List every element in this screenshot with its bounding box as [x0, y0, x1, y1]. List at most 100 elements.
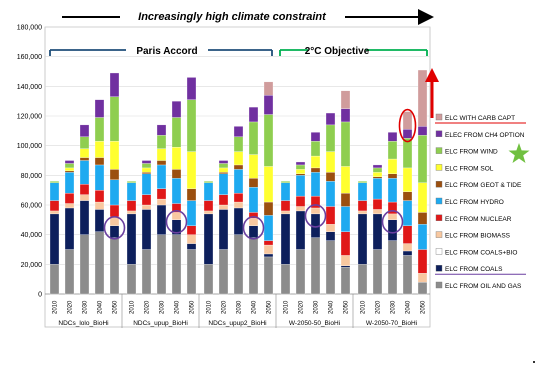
bar-segment: [280, 213, 291, 265]
bar-segment: [94, 190, 105, 203]
bar-segment: [402, 111, 413, 130]
bar-segment: [372, 213, 383, 250]
y-tick-label: 40,000: [21, 232, 43, 239]
bar-segment: [156, 164, 167, 189]
bar-segment: [402, 225, 413, 244]
bar-segment: [248, 237, 259, 295]
x-tick-label: 2030: [83, 300, 89, 314]
bar-segment: [263, 215, 274, 241]
x-tick-label: 2030: [391, 300, 397, 314]
bar-segment: [64, 170, 75, 173]
bar-segment: [186, 188, 197, 201]
legend-label: ELC FROM GEOT & TIDE: [445, 182, 522, 189]
x-tick-label: 2050: [113, 300, 119, 314]
bar-segment: [248, 218, 259, 226]
bar-segment: [295, 161, 306, 166]
paris-accord-label: Paris Accord: [136, 46, 197, 57]
x-tick-label: 2020: [68, 300, 74, 314]
bar-segment: [402, 243, 413, 252]
bar-segment: [79, 194, 90, 201]
bar-segment: [310, 207, 321, 215]
bar-segment: [295, 195, 306, 207]
bar-segment: [186, 234, 197, 244]
bar-segment: [233, 207, 244, 235]
bar-segment: [280, 264, 291, 295]
x-tick-label: 2010: [130, 300, 136, 314]
bar-segment: [126, 200, 137, 212]
bar-segment: [171, 117, 182, 148]
bar-segment: [340, 121, 351, 167]
bar-segment: [156, 188, 167, 200]
bar-segment: [340, 267, 351, 295]
bar-segment: [171, 146, 182, 170]
bar-segment: [218, 163, 229, 169]
legend-label: ELC FROM BIOMASS: [445, 233, 511, 240]
bar-segment: [402, 191, 413, 201]
bar-series: [49, 69, 428, 295]
bar-segment: [263, 244, 274, 255]
group-label: W-2050-70_BioHi: [366, 320, 417, 327]
x-axis-ticks: 2010 2020 2030 2040 2050 2010 2020 2030 2040 2050…: [53, 300, 427, 314]
bar-segment: [295, 169, 306, 174]
y-tick-label: 0: [38, 292, 42, 299]
group-label: W-2050-50_BioHi: [289, 320, 340, 327]
bar-segment: [357, 213, 368, 265]
bar-segment: [218, 167, 229, 173]
legend-swatch: [435, 214, 443, 222]
y-tick-label: 140,000: [17, 84, 42, 91]
x-tick-label: 2040: [329, 300, 335, 314]
bar-segment: [387, 132, 398, 142]
bar-segment: [203, 210, 214, 215]
bar-segment: [387, 178, 398, 203]
bar-segment: [372, 172, 383, 177]
bar-segment: [109, 96, 120, 142]
bar-segment: [340, 231, 351, 256]
bar-segment: [79, 160, 90, 185]
bar-segment: [186, 249, 197, 295]
bar-segment: [141, 163, 152, 169]
bar-segment: [141, 194, 152, 206]
2c-objective-label: 2°C Objective: [305, 46, 370, 57]
legend-label: ELEC FROM CH4 OPTION: [445, 132, 525, 139]
bar-segment: [233, 136, 244, 152]
bar-segment: [186, 151, 197, 189]
legend-swatch: [435, 130, 443, 138]
bar-segment: [49, 213, 60, 265]
x-tick-label: 2030: [237, 300, 243, 314]
highlight-circle: [165, 210, 188, 234]
x-tick-label: 2010: [53, 300, 59, 314]
bar-segment: [171, 234, 182, 295]
bar-segment: [340, 255, 351, 266]
bar-segment: [233, 201, 244, 209]
bar-segment: [263, 253, 274, 258]
scenario-group-labels: NDCs_lolo_BioHi NDCs_upup_BioHi NDCs_upup2…: [58, 294, 417, 328]
bar-segment: [49, 181, 60, 183]
y-tick-label: 80,000: [21, 173, 43, 180]
x-tick-label: 2020: [299, 300, 305, 314]
paris-accord-bracket: Paris Accord: [49, 46, 273, 57]
highlight-circle: [103, 215, 126, 240]
y-tick-label: 100,000: [17, 143, 42, 150]
bar-segment: [233, 169, 244, 194]
legend-swatch: [435, 248, 443, 255]
bar-segment: [295, 175, 306, 197]
bar-segment: [156, 204, 167, 235]
x-tick-label: 2010: [207, 300, 213, 314]
bar-segment: [402, 129, 413, 139]
bar-segment: [340, 192, 351, 207]
bar-segment: [94, 117, 105, 142]
bar-segment: [417, 249, 428, 274]
bar-segment: [79, 157, 90, 161]
x-tick-label: 2040: [175, 300, 181, 314]
legend-label: ELC FROM WIND: [445, 149, 498, 156]
bar-segment: [357, 264, 368, 295]
y-axis: 0 20,000 40,000 60,000 80,000 100,000 120,000 1…: [17, 25, 42, 299]
bar-segment: [49, 182, 60, 201]
bar-segment: [218, 204, 229, 210]
bar-segment: [203, 264, 214, 295]
bar-segment: [186, 99, 197, 152]
bar-segment: [372, 249, 383, 295]
bar-segment: [203, 182, 214, 201]
bar-segment: [280, 181, 291, 183]
bar-segment: [295, 206, 306, 212]
